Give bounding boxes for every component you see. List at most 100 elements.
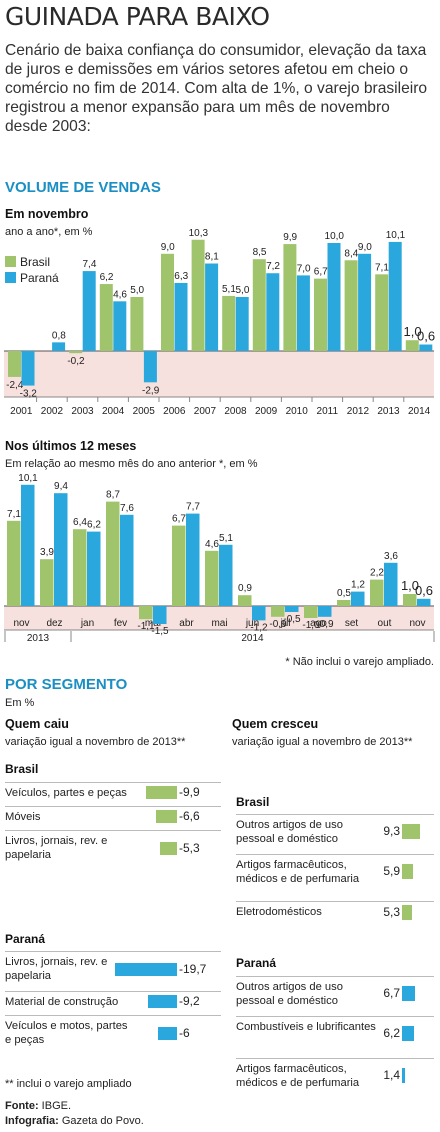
cresceu-item-label: Eletrodomésticos (236, 906, 322, 918)
chart2-data-label: 9,4 (54, 481, 68, 492)
intro-text: Cenário de baixa confiança do consumidor… (5, 42, 428, 135)
chart1-x-tick: 2007 (194, 406, 217, 417)
chart2-bar-brasil (370, 579, 384, 606)
chart1-bar-parana (52, 342, 66, 351)
cresceu-value: 6,7 (383, 986, 400, 1000)
caiu-value: -9,9 (179, 785, 200, 799)
chart2-bar-brasil (139, 606, 153, 620)
chart1-x-tick: 2004 (102, 406, 125, 417)
chart2-data-label: 0,9 (238, 583, 252, 594)
chart2-data-label: -1,5 (151, 626, 169, 637)
chart2-x-tick: nov (13, 618, 29, 629)
chart2-bar-brasil (304, 606, 318, 618)
cresceu-value: 6,2 (383, 1026, 400, 1040)
chart1-bar-parana (266, 273, 280, 351)
chart2-bar-parana (153, 606, 167, 624)
chart2-negative-band (4, 606, 434, 630)
chart2-bar-parana (417, 598, 431, 606)
chart2-data-label: 5,1 (219, 533, 233, 544)
chart2-bar-brasil (271, 606, 285, 617)
chart1-data-label: 5,0 (130, 285, 144, 296)
chart1-data-label: 6,7 (314, 267, 328, 278)
caiu-item-label: Livros, jornais, rev. e papelaria (5, 956, 108, 982)
chart1-data-label: -0,2 (67, 356, 85, 367)
chart2-data-label: -1,0 (302, 620, 320, 631)
chart1-legend-label-parana: Paraná (20, 271, 59, 285)
chart2-bar-brasil (205, 550, 219, 606)
chart1-negative-band (4, 351, 434, 397)
chart2-data-label: 1,0 (401, 578, 419, 593)
chart1-bar-parana (113, 301, 127, 351)
chart1-data-label: 8,1 (205, 252, 219, 263)
chart1-legend-swatch-brasil (5, 256, 16, 267)
chart2-data-label: -0,9 (316, 619, 334, 630)
cresceu-bar-brasil (402, 905, 413, 920)
chart1-bar-parana (327, 243, 341, 351)
segment-unit: Em % (5, 697, 35, 709)
chart2-data-label: 0,5 (337, 588, 351, 599)
chart2-data-label: 6,4 (73, 517, 87, 528)
cresceu-row-divider (236, 1058, 434, 1059)
chart2-bar-parana (285, 606, 299, 612)
chart1-bar-parana (174, 282, 188, 351)
caiu-row-divider (5, 830, 221, 831)
chart2-data-label: 7,7 (186, 502, 200, 513)
cresceu-row-divider (236, 901, 434, 902)
chart2-bar-parana (384, 562, 398, 606)
chart1-x-tick: 2009 (255, 406, 278, 417)
cresceu-item-label: Combustíveis e lubrificantes (236, 1021, 376, 1033)
chart1-data-label: 9,9 (283, 232, 297, 243)
chart2-data-label: 8,7 (106, 490, 120, 501)
chart1-x-tick: 2014 (408, 406, 431, 417)
quem-caiu-title: Quem caiu (5, 717, 69, 731)
caiu-value: -19,7 (179, 962, 207, 976)
chart1-data-label: 10,3 (189, 228, 209, 239)
chart2-data-label: 6,2 (87, 520, 101, 531)
chart2-bar-parana (87, 531, 101, 606)
chart2-bar-brasil (172, 525, 186, 606)
chart2-x-tick: out (378, 618, 392, 629)
chart2-bar-brasil (73, 529, 87, 606)
chart2-x-tick: jan (80, 618, 94, 629)
chart2-subtitle: Em relação ao mesmo mês do ano anterior … (5, 458, 258, 470)
chart1-x-tick: 2002 (41, 406, 64, 417)
chart1-data-label: 4,6 (113, 289, 127, 300)
chart1-x-tick: 2003 (71, 406, 94, 417)
chart1-bar-brasil (69, 351, 83, 354)
chart2-x-tick: set (345, 618, 359, 629)
cresceu-value: 5,9 (383, 864, 400, 878)
caiu-item-label: Material de construção (5, 996, 119, 1008)
cresceu-bar-brasil (402, 824, 420, 839)
caiu-bar-paraná (114, 963, 177, 976)
chart2-bar-parana (318, 606, 332, 617)
chart1-bar-brasil (191, 239, 205, 351)
chart2-x-tick: jul (279, 618, 290, 629)
chart2-x-tick: fev (114, 618, 127, 629)
chart1-title: Em novembro (5, 207, 89, 221)
chart2-data-label: 2,2 (370, 568, 384, 579)
chart2-x-tick: mai (211, 618, 227, 629)
caiu-item-label: Livros, jornais, rev. e papelaria (5, 835, 108, 861)
cresceu-group-paraná: Paraná (236, 956, 277, 970)
caiu-value: -9,2 (179, 994, 200, 1008)
chart1-bar-brasil (344, 260, 358, 351)
source-value: IBGE. (41, 1100, 72, 1112)
chart2-title: Nos últimos 12 meses (5, 439, 137, 453)
chart2-bar-brasil (106, 501, 120, 606)
page-title: GUINADA PARA BAIXO (5, 2, 270, 31)
chart2-bar-brasil (40, 559, 54, 606)
chart1-data-label: 10,0 (325, 231, 345, 242)
chart1-bar-parana (419, 344, 433, 351)
chart2-data-label: 7,6 (120, 503, 134, 514)
quem-cresceu-subtitle: variação igual a novembro de 2013** (232, 736, 413, 748)
chart1-data-label: 9,0 (358, 242, 372, 253)
chart1-bar-brasil (375, 274, 389, 351)
cresceu-bar-paraná (402, 986, 415, 1001)
chart1-bar-brasil (99, 284, 113, 351)
caiu-value: -5,3 (179, 841, 200, 855)
chart2-bar-parana (351, 591, 365, 606)
chart2-data-label: -1,2 (250, 622, 268, 633)
chart1-legend-swatch-parana (5, 272, 16, 283)
chart1-bar-brasil (252, 259, 266, 351)
